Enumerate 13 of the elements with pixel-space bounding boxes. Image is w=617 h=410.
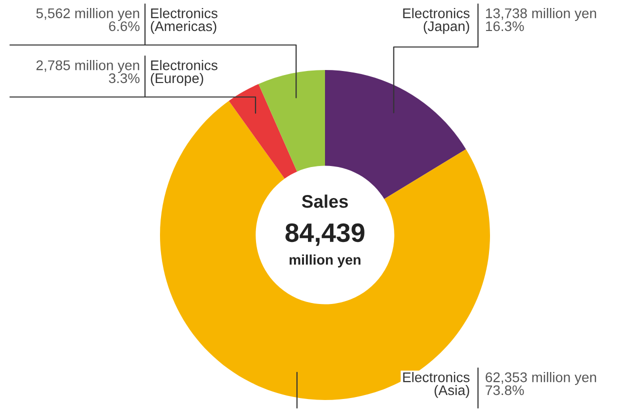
slice-label: Electronics (Europe) — [150, 60, 218, 86]
data-label: 2,785 million yen 3.3% — [36, 60, 140, 84]
text: million yen — [290, 254, 360, 268]
data-label: 5,562 million yen 6.6% — [36, 8, 140, 32]
slice-label: Electronics (Japan) — [403, 8, 470, 34]
slice-label: Electronics (Americas) — [150, 8, 218, 34]
text: Sales — [302, 194, 348, 208]
donut-slice — [258, 70, 325, 172]
data-label: 62,353 million yen 73.8% — [486, 372, 596, 396]
slice-label: Electronics (Asia) — [403, 372, 470, 398]
data-label: 13,738 million yen 16.3% — [486, 8, 596, 32]
text: 84,439 — [285, 223, 364, 246]
donut-slice — [228, 84, 298, 179]
